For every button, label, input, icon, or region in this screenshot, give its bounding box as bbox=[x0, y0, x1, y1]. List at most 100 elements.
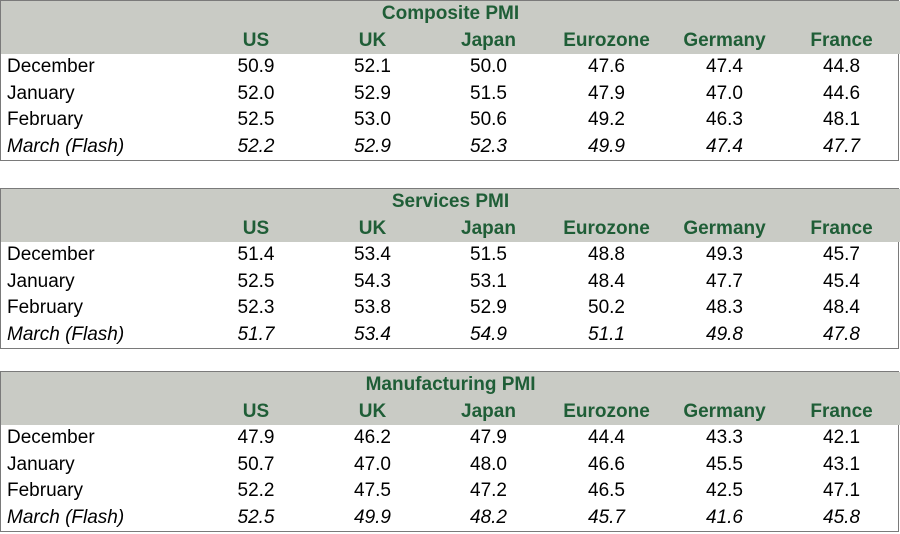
table-row-flash: March (Flash) 51.7 53.4 54.9 51.1 49.8 4… bbox=[1, 322, 900, 349]
cell-japan: 47.2 bbox=[470, 480, 507, 501]
composite-pmi-table: Composite PMI US UK Japan Eurozone Germa… bbox=[0, 0, 900, 161]
cell-us: 47.9 bbox=[237, 427, 275, 448]
cell-germany: 49.8 bbox=[706, 323, 743, 345]
row-label: December bbox=[7, 244, 95, 265]
cell-us: 52.5 bbox=[237, 270, 275, 292]
table-row: January 50.7 47.0 48.0 46.6 45.5 43.1 bbox=[1, 452, 900, 479]
table-row: February 52.2 47.5 47.2 46.5 42.5 47.1 bbox=[1, 478, 900, 505]
column-header-japan: Japan bbox=[430, 27, 547, 54]
cell-eurozone: 49.2 bbox=[588, 109, 625, 130]
cell-france: 44.6 bbox=[823, 82, 861, 104]
column-header-france: France bbox=[783, 215, 900, 242]
cell-us: 52.5 bbox=[237, 506, 275, 528]
cell-eurozone: 49.9 bbox=[588, 135, 625, 157]
cell-japan: 52.3 bbox=[470, 135, 507, 157]
row-label: January bbox=[7, 82, 75, 104]
cell-japan: 48.0 bbox=[470, 453, 507, 475]
column-header-us: US bbox=[197, 215, 315, 242]
table-title: Composite PMI bbox=[1, 1, 900, 28]
cell-uk: 53.4 bbox=[354, 244, 391, 265]
cell-us: 52.0 bbox=[237, 82, 275, 104]
cell-eurozone: 45.7 bbox=[588, 506, 625, 528]
cell-eurozone: 47.6 bbox=[588, 56, 625, 77]
cell-uk: 52.9 bbox=[354, 135, 391, 157]
cell-us: 50.7 bbox=[237, 453, 275, 475]
column-header-us: US bbox=[197, 27, 315, 54]
cell-france: 45.4 bbox=[823, 270, 860, 292]
row-label: December bbox=[7, 427, 95, 448]
table-row-flash: March (Flash) 52.2 52.9 52.3 49.9 47.4 4… bbox=[1, 134, 900, 161]
cell-germany: 43.3 bbox=[706, 427, 743, 448]
column-header-uk: UK bbox=[315, 27, 430, 54]
header-empty bbox=[1, 27, 197, 54]
table-row: December 47.9 46.2 47.9 44.4 43.3 42.1 bbox=[1, 425, 900, 452]
cell-france: 44.8 bbox=[823, 56, 861, 77]
cell-france: 42.1 bbox=[823, 427, 861, 448]
cell-japan: 53.1 bbox=[470, 270, 507, 292]
cell-japan: 48.2 bbox=[470, 506, 507, 528]
cell-japan: 52.9 bbox=[470, 297, 507, 318]
table-title: Services PMI bbox=[1, 189, 900, 216]
cell-eurozone: 46.6 bbox=[588, 453, 625, 475]
cell-eurozone: 47.9 bbox=[588, 82, 625, 104]
column-header-japan: Japan bbox=[430, 215, 547, 242]
cell-germany: 47.7 bbox=[706, 270, 743, 292]
cell-japan: 54.9 bbox=[470, 323, 507, 345]
cell-uk: 54.3 bbox=[354, 270, 391, 292]
cell-france: 43.1 bbox=[823, 453, 861, 475]
cell-germany: 47.0 bbox=[706, 82, 743, 104]
cell-uk: 52.9 bbox=[354, 82, 391, 104]
cell-us: 50.9 bbox=[237, 56, 275, 77]
column-header-uk: UK bbox=[315, 398, 430, 425]
cell-uk: 53.0 bbox=[354, 109, 391, 130]
services-pmi-table: Services PMI US UK Japan Eurozone German… bbox=[0, 188, 900, 349]
table-row: December 51.4 53.4 51.5 48.8 49.3 45.7 bbox=[1, 242, 900, 269]
column-header-eurozone: Eurozone bbox=[547, 215, 666, 242]
cell-france: 47.7 bbox=[823, 135, 861, 157]
cell-uk: 47.5 bbox=[354, 480, 391, 501]
column-header-us: US bbox=[197, 398, 315, 425]
row-label: December bbox=[7, 56, 95, 77]
cell-germany: 41.6 bbox=[706, 506, 743, 528]
cell-uk: 46.2 bbox=[354, 427, 391, 448]
row-label: February bbox=[7, 109, 84, 130]
cell-japan: 47.9 bbox=[470, 427, 507, 448]
row-label: January bbox=[7, 270, 75, 292]
cell-france: 47.8 bbox=[823, 323, 860, 345]
column-header-germany: Germany bbox=[666, 215, 783, 242]
cell-eurozone: 48.8 bbox=[588, 244, 625, 265]
column-header-germany: Germany bbox=[666, 398, 783, 425]
cell-japan: 51.5 bbox=[470, 82, 507, 104]
table-row: February 52.5 53.0 50.6 49.2 46.3 48.1 bbox=[1, 107, 900, 134]
row-label: March (Flash) bbox=[7, 323, 125, 345]
cell-eurozone: 50.2 bbox=[588, 297, 625, 318]
cell-eurozone: 46.5 bbox=[588, 480, 625, 501]
cell-uk: 47.0 bbox=[354, 453, 391, 475]
header-empty bbox=[1, 215, 197, 242]
cell-germany: 47.4 bbox=[706, 135, 743, 157]
cell-france: 45.8 bbox=[823, 506, 861, 528]
table-row: January 52.0 52.9 51.5 47.9 47.0 44.6 bbox=[1, 81, 900, 108]
cell-france: 45.7 bbox=[823, 244, 860, 265]
cell-france: 47.1 bbox=[823, 480, 861, 501]
cell-japan: 50.0 bbox=[470, 56, 507, 77]
cell-eurozone: 51.1 bbox=[588, 323, 625, 345]
cell-germany: 46.3 bbox=[706, 109, 743, 130]
manufacturing-pmi-table: Manufacturing PMI US UK Japan Eurozone G… bbox=[0, 371, 900, 532]
row-label: February bbox=[7, 297, 84, 318]
cell-france: 48.1 bbox=[823, 109, 861, 130]
cell-germany: 48.3 bbox=[706, 297, 743, 318]
cell-germany: 47.4 bbox=[706, 56, 743, 77]
column-header-uk: UK bbox=[315, 215, 430, 242]
cell-uk: 53.4 bbox=[354, 323, 391, 345]
cell-eurozone: 44.4 bbox=[588, 427, 625, 448]
row-label: February bbox=[7, 480, 84, 501]
table-row: December 50.9 52.1 50.0 47.6 47.4 44.8 bbox=[1, 54, 900, 81]
cell-us: 51.4 bbox=[237, 244, 275, 265]
cell-germany: 42.5 bbox=[706, 480, 743, 501]
table-row: January 52.5 54.3 53.1 48.4 47.7 45.4 bbox=[1, 269, 900, 296]
cell-uk: 53.8 bbox=[354, 297, 391, 318]
table-row-flash: March (Flash) 52.5 49.9 48.2 45.7 41.6 4… bbox=[1, 505, 900, 532]
row-label: January bbox=[7, 453, 75, 475]
column-header-eurozone: Eurozone bbox=[547, 398, 666, 425]
